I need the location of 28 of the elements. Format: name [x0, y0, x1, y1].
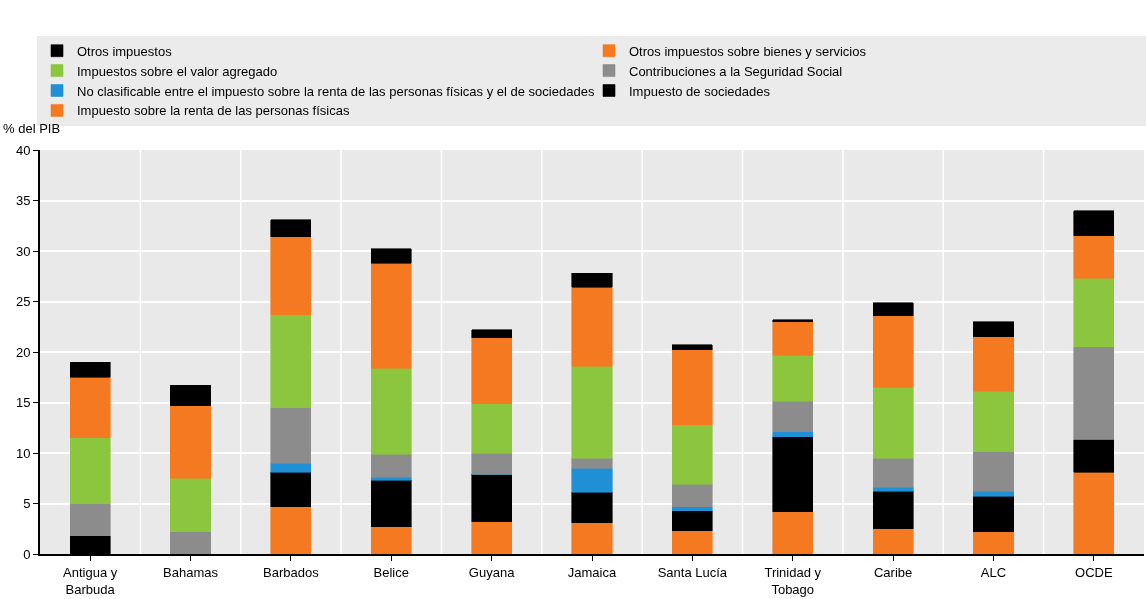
legend-label: No clasificable entre el impuesto sobre la renta de las personas físicas y el de sociedades — [77, 83, 595, 99]
legend-label: Impuestos sobre el valor agregado — [77, 63, 278, 79]
y-tick-label: 20 — [15, 344, 31, 360]
y-tick-label: 10 — [15, 445, 31, 461]
legend-label: Otros impuestos sobre bienes y servicios — [629, 43, 867, 59]
x-tick-label: Barbados — [263, 564, 320, 580]
x-tick-label: OCDE — [1075, 564, 1113, 580]
x-tick-label: Trinidad y Tobago — [764, 564, 822, 597]
x-tick-label: Antigua y Barbuda — [63, 564, 118, 597]
legend-label: Contribuciones a la Seguridad Social — [629, 63, 843, 79]
x-tick-label: Santa Lucía — [657, 564, 728, 580]
x-tick-label: Caribe — [873, 564, 913, 580]
x-tick-label: Guyana — [468, 564, 516, 580]
y-tick-label: 25 — [15, 294, 31, 310]
y-tick-label: 40 — [15, 142, 31, 158]
y-tick-label: 15 — [15, 395, 31, 411]
x-tick-label: Bahamas — [163, 564, 219, 580]
y-tick-label: 35 — [15, 193, 31, 209]
y-tick-label: 30 — [15, 243, 31, 259]
x-tick-label: ALC — [980, 564, 1007, 580]
x-tick-label: Belice — [373, 564, 409, 580]
y-tick-label: 5 — [23, 496, 31, 512]
legend-label: Impuesto de sociedades — [629, 83, 771, 99]
legend-label: Impuesto sobre la renta de las personas físicas — [77, 103, 350, 119]
x-tick-label: Jamaica — [567, 564, 617, 580]
y-axis-title: % del PIB — [3, 121, 61, 136]
y-tick-label: 0 — [23, 546, 31, 562]
legend-label: Otros impuestos — [77, 43, 173, 59]
